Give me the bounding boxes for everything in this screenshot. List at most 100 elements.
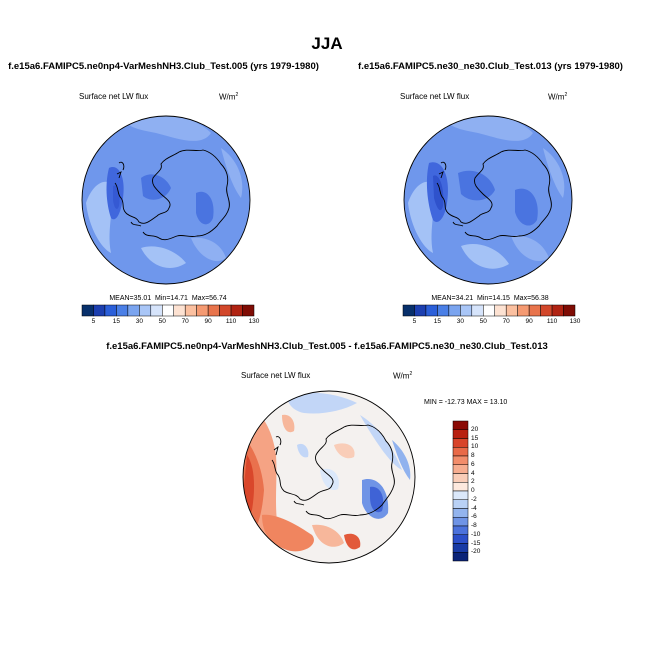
field-region xyxy=(191,237,226,262)
panel-3-title: f.e15a6.FAMIPC5.ne0np4-VarMeshNH3.Club_T… xyxy=(106,341,548,352)
colorbar-tick-label: 15 xyxy=(112,318,120,325)
colorbar-swatch xyxy=(219,304,232,317)
colorbar-tick-label: 110 xyxy=(225,318,237,325)
panel-3-variable-label: Surface net LW flux xyxy=(241,371,311,380)
colorbar-swatch xyxy=(540,304,553,317)
colorbar-tick-label: 130 xyxy=(248,318,260,325)
colorbar-swatch xyxy=(452,438,469,448)
map-boundary xyxy=(242,390,416,564)
colorbar-swatch xyxy=(452,543,469,553)
colorbar-swatch xyxy=(452,490,469,500)
field-region xyxy=(262,514,314,552)
field-region xyxy=(370,486,384,513)
colorbar-swatch xyxy=(452,552,469,562)
colorbar-swatch xyxy=(494,304,507,317)
main-title: JJA xyxy=(311,34,343,53)
field-region xyxy=(297,443,309,458)
colorbar-swatch xyxy=(184,304,197,317)
colorbar-swatch xyxy=(452,420,469,430)
map-boundary xyxy=(403,115,573,285)
field-region xyxy=(392,440,411,480)
colorbar-swatch xyxy=(242,304,255,317)
field-region xyxy=(320,468,339,491)
colorbar-swatch xyxy=(93,304,106,317)
antarctica-coastline xyxy=(271,424,395,520)
colorbar-tick-label: 110 xyxy=(546,318,558,325)
colorbar-swatch xyxy=(402,304,415,317)
panel-3-map xyxy=(242,390,416,564)
panel-1-colorbar: 5 15 30 50 70 90 110 130 xyxy=(81,304,259,325)
colorbar-tick-label: 30 xyxy=(135,318,143,325)
panel-2-variable-label: Surface net LW flux xyxy=(400,92,470,101)
colorbar-tick-label: 15 xyxy=(433,318,441,325)
colorbar-tick-label: 70 xyxy=(502,318,510,325)
colorbar-tick-label: 10 xyxy=(471,443,479,451)
colorbar-swatch xyxy=(104,304,117,317)
colorbar-swatch xyxy=(207,304,220,317)
field-region xyxy=(282,414,295,433)
colorbar-swatch xyxy=(452,525,469,535)
panel-1-units: W/m2 xyxy=(219,92,239,102)
colorbar-swatch xyxy=(528,304,541,317)
colorbar-svg xyxy=(81,304,255,317)
colorbar-swatch xyxy=(517,304,530,317)
colorbar-swatch xyxy=(448,304,461,317)
panel-2-units: W/m2 xyxy=(548,92,568,102)
colorbar-tick-label: 8 xyxy=(471,452,475,459)
colorbar-swatch xyxy=(483,304,495,317)
panel-3-field xyxy=(243,391,415,563)
colorbar-tick-label: -4 xyxy=(471,504,477,512)
colorbar-swatch xyxy=(127,304,140,317)
field-region xyxy=(360,415,402,470)
colorbar-swatch xyxy=(162,304,174,317)
field-region xyxy=(543,148,565,198)
panel-3-stats: MIN = -12.73 MAX = 13.10 xyxy=(424,399,508,406)
field-region xyxy=(287,392,357,414)
field-region xyxy=(221,148,243,198)
colorbar-swatch xyxy=(414,304,427,317)
colorbar-swatch xyxy=(139,304,152,317)
field-region xyxy=(433,175,444,211)
colorbar-tick-label: 90 xyxy=(525,318,533,325)
field-region xyxy=(461,244,509,269)
colorbar-swatch xyxy=(471,304,484,317)
colorbar-swatch xyxy=(196,304,209,317)
colorbar-tick-label: 4 xyxy=(471,469,475,477)
field-region xyxy=(196,191,214,225)
colorbar-tick-label: 0 xyxy=(471,487,475,494)
colorbar-tick-label: -20 xyxy=(471,548,481,556)
colorbar-swatch xyxy=(452,455,469,465)
colorbar-tick-label: 50 xyxy=(158,318,166,325)
field-region xyxy=(312,524,344,547)
colorbar-swatch xyxy=(452,473,469,483)
colorbar-swatch xyxy=(452,499,469,509)
colorbar-swatch xyxy=(230,304,243,317)
colorbar-tick-label: -2 xyxy=(471,495,477,503)
colorbar-swatch xyxy=(173,304,186,317)
panel-2-title: f.e15a6.FAMIPC5.ne30_ne30.Club_Test.013 … xyxy=(358,61,623,72)
field-region xyxy=(458,170,495,201)
panel-1-map xyxy=(81,115,251,285)
colorbar-tick-label: 130 xyxy=(569,318,581,325)
colorbar-tick-label: -8 xyxy=(471,522,477,529)
field-region xyxy=(141,246,186,268)
colorbar-tick-label: 20 xyxy=(471,425,479,433)
colorbar-swatch xyxy=(452,517,469,527)
panel-1-stats: MEAN=35.01 Min=14.71 Max=56.74 xyxy=(109,295,227,302)
field-region xyxy=(141,174,171,200)
colorbar-swatch xyxy=(81,304,94,317)
field-region xyxy=(408,181,435,253)
colorbar-tick-label: -6 xyxy=(471,513,477,521)
colorbar-swatch xyxy=(116,304,129,317)
colorbar-swatch xyxy=(452,464,469,474)
colorbar-tick-label: 5 xyxy=(412,318,417,325)
colorbar-swatch xyxy=(505,304,518,317)
colorbar-swatch xyxy=(563,304,576,317)
colorbar-swatch xyxy=(452,447,469,457)
field-region xyxy=(511,235,549,262)
colorbar-tick-label: 70 xyxy=(181,318,189,325)
colorbar-swatch xyxy=(150,304,163,317)
colorbar-tick-label: 5 xyxy=(91,318,96,325)
panel-2-colorbar: 5 15 30 50 70 90 110 130 xyxy=(402,304,580,325)
colorbar-tick-label: -15 xyxy=(471,539,481,547)
